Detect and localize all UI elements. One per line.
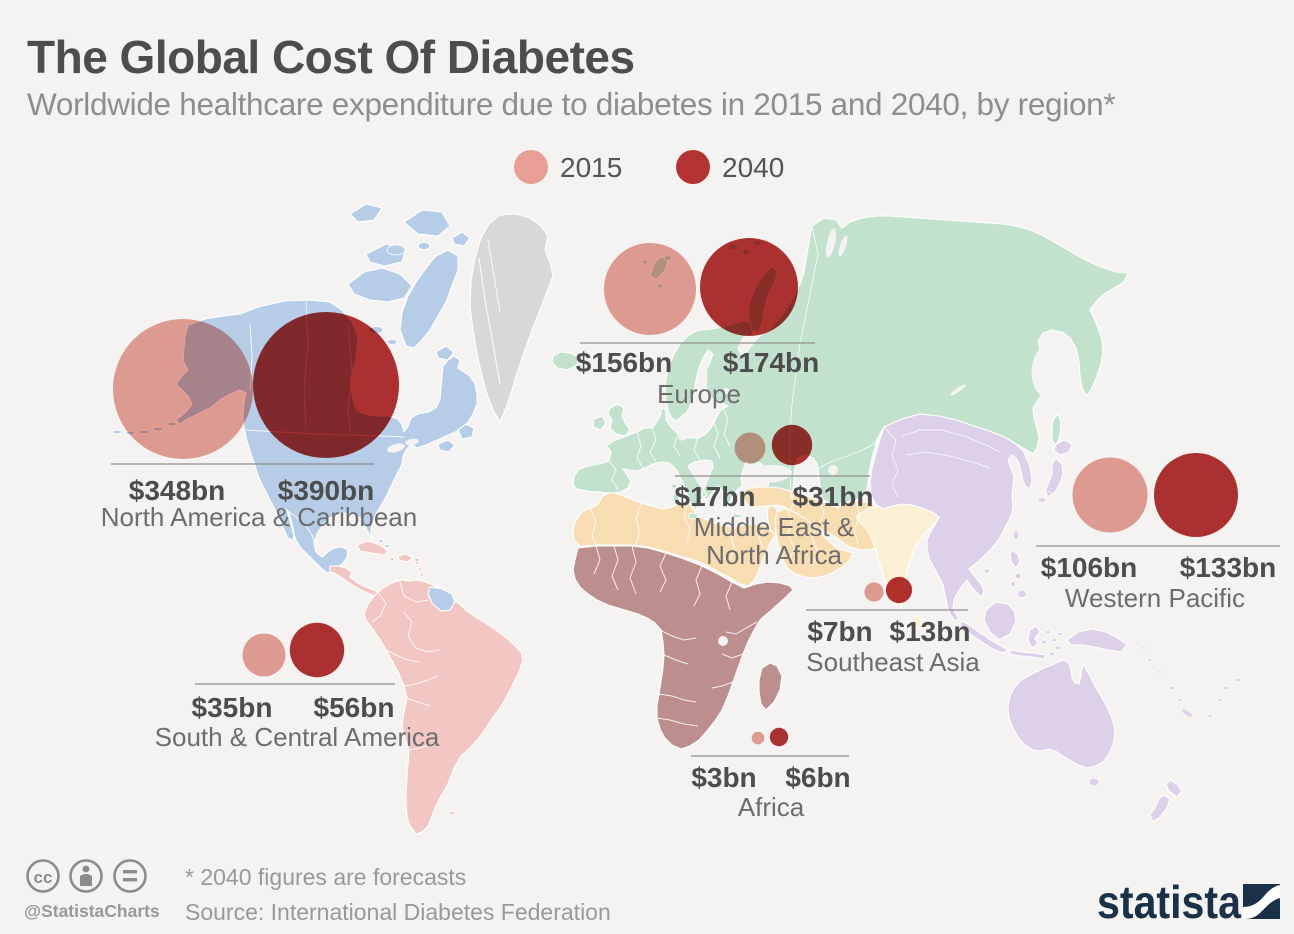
svg-text:$13bn: $13bn <box>890 616 971 647</box>
svg-text:@StatistaCharts: @StatistaCharts <box>24 901 160 921</box>
svg-text:Europe: Europe <box>657 379 741 409</box>
svg-text:North Africa: North Africa <box>706 540 842 570</box>
svg-text:$348bn: $348bn <box>129 475 226 506</box>
svg-text:$390bn: $390bn <box>278 475 375 506</box>
svg-text:Worldwide healthcare expenditu: Worldwide healthcare expenditure due to … <box>27 86 1115 122</box>
svg-text:cc: cc <box>34 868 53 887</box>
svg-text:The Global Cost Of Diabetes: The Global Cost Of Diabetes <box>27 31 635 83</box>
svg-text:$174bn: $174bn <box>723 347 820 378</box>
svg-text:North America & Caribbean: North America & Caribbean <box>101 502 417 532</box>
svg-text:$106bn: $106bn <box>1041 552 1138 583</box>
svg-text:statista: statista <box>1097 876 1241 928</box>
svg-text:$6bn: $6bn <box>785 762 850 793</box>
svg-text:$156bn: $156bn <box>576 347 673 378</box>
svg-text:Middle East &: Middle East & <box>694 512 854 542</box>
svg-text:Southeast Asia: Southeast Asia <box>806 647 980 677</box>
svg-text:Western Pacific: Western Pacific <box>1065 583 1245 613</box>
svg-text:$133bn: $133bn <box>1180 552 1277 583</box>
svg-text:$17bn: $17bn <box>675 481 756 512</box>
svg-text:$31bn: $31bn <box>793 481 874 512</box>
svg-text:South & Central America: South & Central America <box>155 722 440 752</box>
svg-text:$56bn: $56bn <box>314 692 395 723</box>
svg-text:Africa: Africa <box>738 792 805 822</box>
svg-text:$7bn: $7bn <box>807 616 872 647</box>
svg-text:2040: 2040 <box>722 152 784 183</box>
svg-text:$35bn: $35bn <box>192 692 273 723</box>
svg-text:Source: International Diabetes: Source: International Diabetes Federatio… <box>185 899 611 925</box>
svg-text:$3bn: $3bn <box>691 762 756 793</box>
svg-text:2015: 2015 <box>560 152 622 183</box>
svg-text:* 2040 figures are forecasts: * 2040 figures are forecasts <box>185 864 466 890</box>
